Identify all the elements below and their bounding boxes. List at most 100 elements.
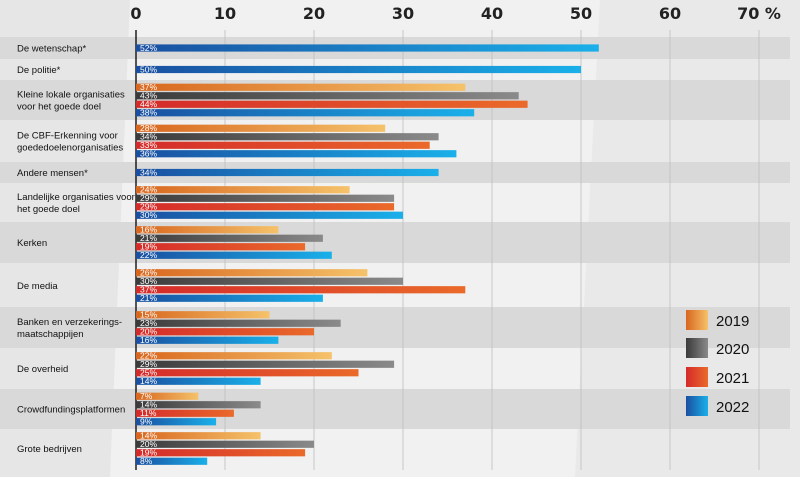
bar-2020 [136, 92, 519, 100]
bar-value-label: 16% [140, 335, 157, 345]
bar-2021 [136, 141, 430, 149]
bar-2021 [136, 369, 359, 377]
category-label: De CBF-Erkenning voor [17, 131, 118, 142]
category-label: De overheid [17, 364, 68, 375]
category-label: De politie* [17, 65, 61, 76]
bar-value-label: 25% [140, 368, 157, 378]
bar-2020 [136, 234, 323, 242]
bar-2020 [136, 360, 395, 368]
bar-value-label: 29% [140, 202, 157, 212]
bar-value-label: 34% [140, 132, 157, 142]
legend-swatch-2021 [686, 367, 708, 387]
bar-value-label: 50% [140, 64, 157, 74]
bar-value-label: 14% [140, 431, 157, 441]
category-label: goededoelenorganisaties [17, 143, 123, 154]
bar-value-label: 29% [140, 359, 157, 369]
bar-value-label: 7% [140, 391, 153, 401]
bar-value-label: 38% [140, 108, 157, 118]
category-label: De wetenschap* [17, 44, 86, 55]
x-tick-label: 20 [303, 4, 325, 23]
legend: 2019 2020 2021 2022 [686, 310, 749, 416]
bar-2019 [136, 226, 279, 234]
bar-2022 [136, 211, 403, 219]
bar-2019 [136, 124, 386, 132]
bar-value-label: 44% [140, 99, 157, 109]
bar-value-label: 30% [140, 210, 157, 220]
bar-value-label: 21% [140, 293, 157, 303]
bar-2020 [136, 319, 341, 327]
x-tick-label: 40 [481, 4, 503, 23]
bar-value-label: 24% [140, 185, 157, 195]
bar-2021 [136, 203, 395, 211]
category-label: Andere mensen* [17, 168, 88, 179]
category-band [0, 307, 790, 348]
bar-value-label: 33% [140, 140, 157, 150]
legend-swatch-2022 [686, 396, 708, 416]
bar-value-label: 8% [140, 456, 153, 466]
bar-value-label: 19% [140, 448, 157, 458]
bar-value-label: 26% [140, 268, 157, 278]
bar-value-label: 22% [140, 250, 157, 260]
bar-2022 [136, 457, 208, 465]
bar-value-label: 20% [140, 327, 157, 337]
legend-label-2019: 2019 [716, 313, 749, 330]
bar-2022 [136, 150, 457, 158]
category-band [0, 222, 790, 263]
bar-2019 [136, 352, 332, 360]
bar-value-label: 36% [140, 149, 157, 159]
bar-2020 [136, 401, 261, 409]
bar-value-label: 15% [140, 310, 157, 320]
bar-2021 [136, 243, 306, 251]
x-tick-label: 50 [570, 4, 592, 23]
x-axis-ticks: 0 10 20 30 40 50 60 70 % [130, 4, 781, 23]
legend-label-2020: 2020 [716, 341, 749, 358]
category-label: maatschappijen [17, 329, 84, 340]
bar-value-label: 30% [140, 276, 157, 286]
bar-value-label: 21% [140, 233, 157, 243]
bar-value-label: 23% [140, 318, 157, 328]
x-tick-label: 0 [130, 4, 141, 23]
bar-value-label: 19% [140, 242, 157, 252]
bar-2020 [136, 277, 403, 285]
legend-swatch-2019 [686, 310, 708, 330]
category-label: De media [17, 281, 58, 292]
category-label: Kerken [17, 238, 47, 249]
bar-2019 [136, 432, 261, 440]
bar-value-label: 28% [140, 123, 157, 133]
bar-value-label: 22% [140, 351, 157, 361]
bar-2022 [136, 377, 261, 385]
bar-value-label: 20% [140, 439, 157, 449]
bar-2022 [136, 65, 581, 74]
bar-2020 [136, 133, 439, 141]
category-label: Banken en verzekerings- [17, 317, 122, 328]
bar-2021 [136, 409, 234, 417]
category-label: Crowdfundingsplatformen [17, 405, 125, 416]
bar-2020 [136, 440, 314, 448]
category-label: het goede doel [17, 204, 80, 215]
category-labels: De wetenschap* De politie* Kleine lokale o… [17, 44, 135, 456]
bar-value-label: 37% [140, 285, 157, 295]
bar-2022 [136, 109, 475, 117]
bar-value-label: 34% [140, 167, 157, 177]
category-label: voor het goede doel [17, 102, 101, 113]
bar-2019 [136, 311, 270, 319]
bar-value-label: 37% [140, 82, 157, 92]
bar-2022 [136, 336, 279, 344]
bar-2021 [136, 449, 306, 457]
bar-2019 [136, 186, 350, 194]
category-label: Landelijke organisaties voor [17, 192, 135, 203]
bars: 52%50%37%43%44%38%28%34%33%36%34%24%29%2… [136, 43, 599, 466]
bar-value-label: 14% [140, 400, 157, 410]
bar-2019 [136, 83, 466, 91]
legend-swatch-2020 [686, 338, 708, 358]
x-tick-label: 70 % [737, 4, 781, 23]
bar-value-label: 29% [140, 193, 157, 203]
bar-value-label: 43% [140, 91, 157, 101]
bar-2022 [136, 294, 323, 302]
x-tick-label: 10 [214, 4, 236, 23]
legend-label-2022: 2022 [716, 399, 749, 416]
category-label: Kleine lokale organisaties [17, 90, 125, 101]
bar-2021 [136, 100, 528, 108]
bar-2022 [136, 251, 332, 259]
